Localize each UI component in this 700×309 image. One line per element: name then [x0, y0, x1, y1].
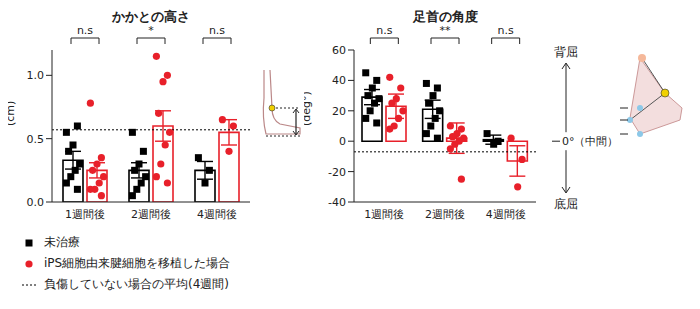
html-text:足首の角度: 足首の角度 — [412, 9, 478, 24]
svg-text:0.0: 0.0 — [27, 196, 45, 209]
svg-text:-40: -40 — [328, 196, 346, 209]
svg-text:n.s: n.s — [498, 24, 514, 37]
svg-text:40: 40 — [332, 74, 346, 87]
svg-text:背屈: 背屈 — [554, 45, 578, 59]
svg-text:1週間後: 1週間後 — [65, 208, 105, 221]
svg-text:1.0: 1.0 — [27, 69, 45, 82]
svg-text:n.s: n.s — [77, 24, 93, 37]
svg-text:2週間後: 2週間後 — [425, 208, 465, 221]
svg-text:0: 0 — [339, 135, 346, 148]
svg-text:(deg°): (deg°) — [304, 91, 313, 126]
svg-text:底屈: 底屈 — [554, 197, 578, 211]
html-text:未治療: 未治療 — [44, 235, 80, 249]
svg-text:1週間後: 1週間後 — [364, 208, 404, 221]
svg-text:2週間後: 2週間後 — [131, 208, 171, 221]
svg-text:-20: -20 — [328, 166, 346, 179]
html-text:負傷していない場合の平均(4週間): 負傷していない場合の平均(4週間) — [44, 277, 229, 291]
svg-text:4週間後: 4週間後 — [486, 208, 526, 221]
svg-text:0.5: 0.5 — [27, 133, 45, 146]
html-text:iPS細胞由来腱細胞を移植した場合: iPS細胞由来腱細胞を移植した場合 — [44, 256, 231, 270]
svg-text:20: 20 — [332, 105, 346, 118]
svg-text:n.s: n.s — [376, 24, 392, 37]
svg-text:*: * — [148, 24, 154, 37]
svg-text:n.s: n.s — [209, 24, 225, 37]
html-text:かかとの高さ: かかとの高さ — [112, 9, 190, 24]
svg-text:**: ** — [440, 24, 452, 37]
svg-text:4週間後: 4週間後 — [197, 208, 237, 221]
svg-text:(cm): (cm) — [8, 101, 17, 126]
svg-text:0°（中間）: 0°（中間） — [562, 135, 619, 148]
svg-text:60: 60 — [332, 44, 346, 57]
